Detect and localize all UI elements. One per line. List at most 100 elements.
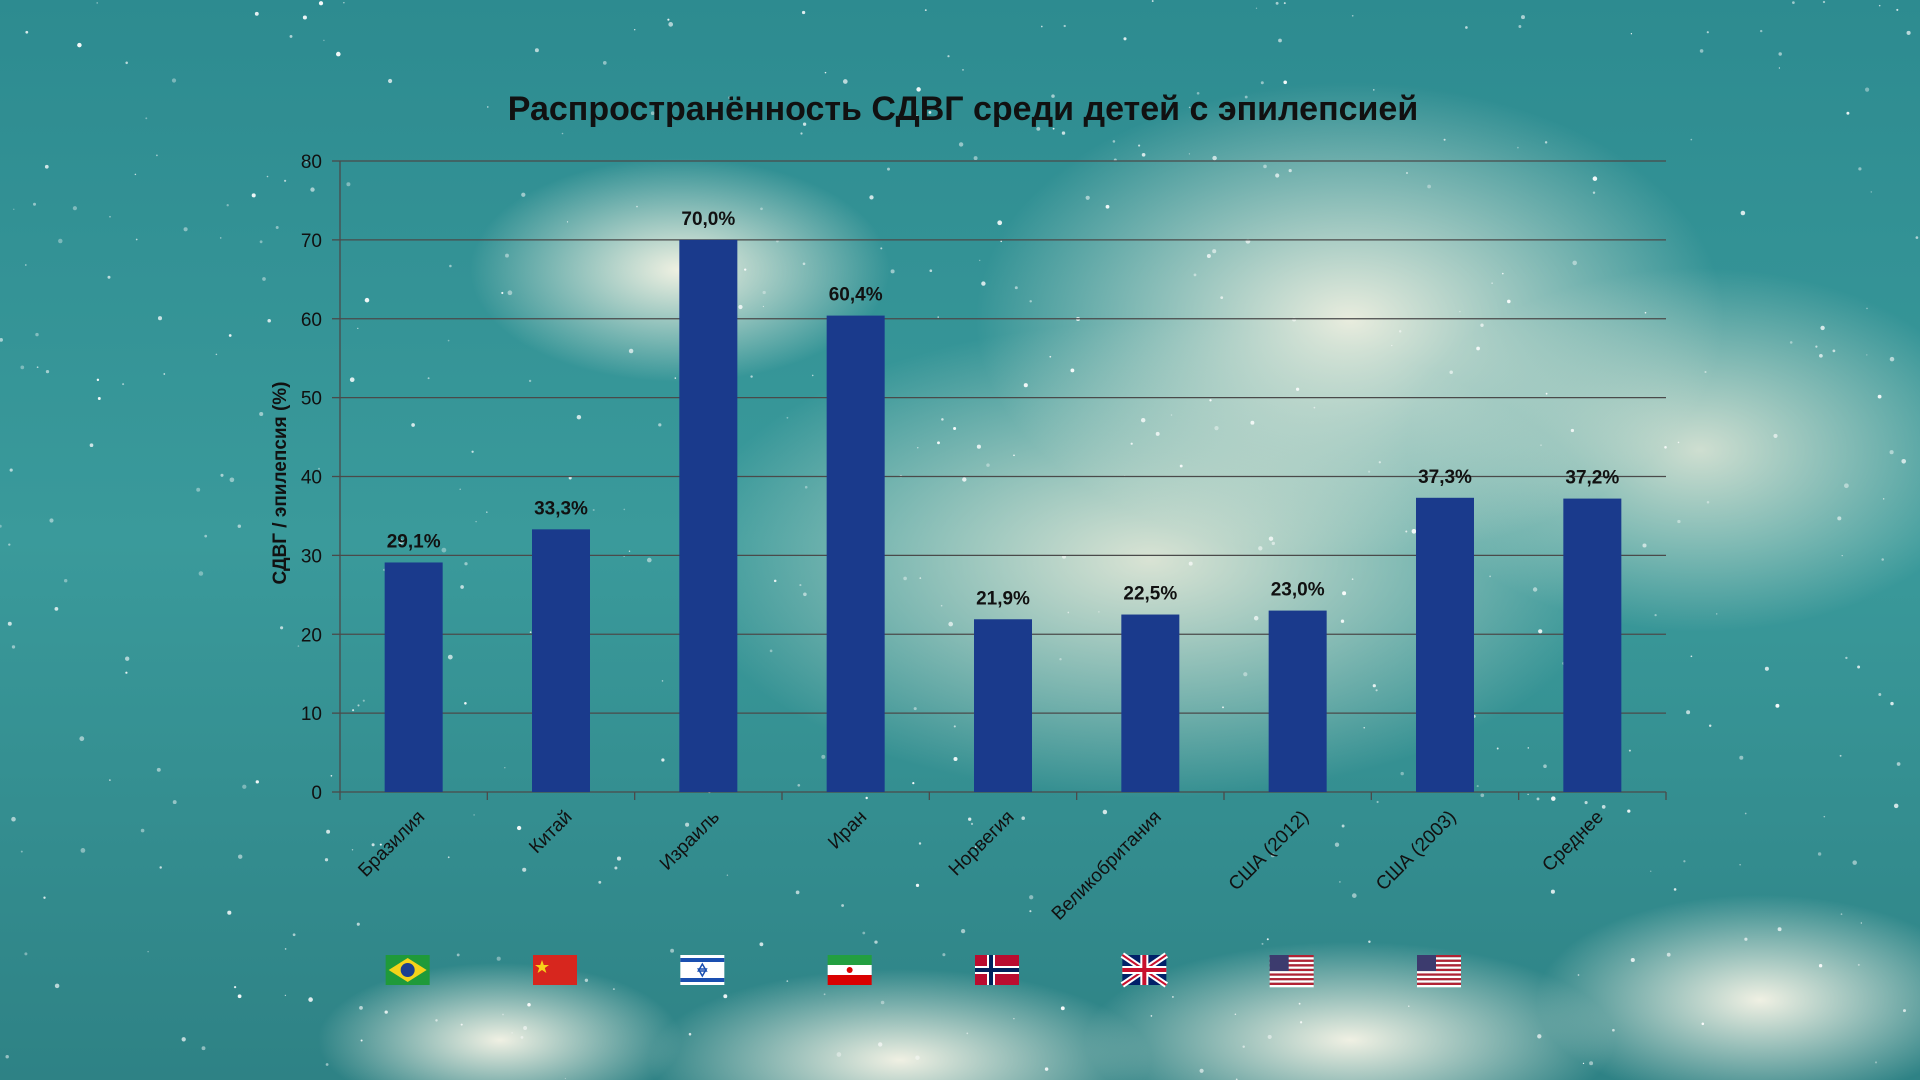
star-speck: [527, 1002, 531, 1007]
star-speck: [1029, 300, 1032, 303]
bar: [532, 529, 590, 792]
y-tick-label: 0: [311, 783, 322, 804]
star-speck: [226, 204, 229, 207]
star-speck: [267, 319, 271, 323]
star-speck: [1212, 155, 1217, 161]
star-speck: [1171, 995, 1174, 998]
star-speck: [156, 154, 158, 157]
star-speck: [623, 508, 626, 511]
star-speck: [1612, 1028, 1615, 1032]
star-speck: [738, 304, 743, 310]
star-speck: [1764, 666, 1769, 671]
star-speck: [275, 226, 279, 229]
star-speck: [219, 237, 222, 239]
star-speck: [1283, 2, 1286, 5]
star-speck: [865, 796, 868, 800]
star-speck: [1628, 749, 1631, 752]
star-speck: [157, 316, 163, 321]
usa-flag-icon: [1417, 955, 1461, 988]
star-speck: [797, 783, 801, 787]
star-speck: [1580, 839, 1583, 841]
star-speck: [297, 645, 300, 647]
star-speck: [1744, 812, 1747, 815]
star-speck: [1220, 296, 1224, 300]
star-speck: [1820, 325, 1825, 331]
star-speck: [1112, 140, 1116, 143]
star-speck: [310, 187, 315, 192]
star-speck: [1375, 689, 1378, 692]
star-speck: [1896, 8, 1899, 11]
star-speck: [427, 377, 430, 380]
star-speck: [1340, 619, 1345, 623]
star-speck: [667, 18, 670, 21]
star-speck: [1231, 115, 1234, 117]
star-speck: [1819, 353, 1823, 358]
data-label: 60,4%: [829, 285, 883, 306]
star-speck: [614, 866, 618, 870]
bars: [384, 239, 1622, 792]
star-speck: [227, 910, 232, 915]
star-speck: [359, 1006, 363, 1010]
star-speck: [915, 1055, 920, 1060]
star-speck: [584, 978, 589, 982]
star-speck: [528, 379, 532, 383]
star-speck: [824, 71, 827, 74]
star-speck: [1155, 431, 1160, 436]
star-speck: [456, 953, 460, 957]
star-speck: [1029, 910, 1032, 913]
star-speck: [229, 477, 235, 483]
star-speck: [1295, 387, 1300, 391]
star-speck: [1584, 801, 1588, 805]
star-speck: [1465, 26, 1468, 29]
star-speck: [1267, 1034, 1272, 1039]
star-speck: [198, 571, 204, 576]
star-speck: [598, 880, 602, 884]
star-speck: [1839, 754, 1842, 757]
star-speck: [566, 221, 569, 223]
star-speck: [1866, 354, 1868, 356]
star-speck: [1536, 797, 1540, 801]
star-speck: [58, 238, 63, 244]
star-speck: [20, 365, 25, 370]
star-speck: [1577, 974, 1580, 976]
star-speck: [668, 22, 674, 27]
star-speck: [1677, 441, 1680, 444]
star-speck: [1268, 536, 1274, 541]
star-speck: [1244, 95, 1248, 99]
star-speck: [646, 557, 652, 563]
star-speck: [976, 444, 981, 449]
star-speck: [688, 1032, 692, 1036]
star-speck: [1683, 860, 1686, 863]
star-speck: [44, 164, 49, 169]
star-speck: [447, 856, 450, 859]
star-speck: [511, 1032, 513, 1034]
star-speck: [1740, 210, 1746, 216]
star-speck: [516, 825, 522, 831]
star-speck: [305, 160, 308, 163]
star-speck: [1870, 191, 1873, 193]
star-speck: [1572, 260, 1577, 266]
star-speck: [1059, 657, 1062, 661]
star-speck: [1351, 893, 1357, 898]
star-speck: [1398, 330, 1402, 333]
star-speck: [1858, 167, 1862, 171]
bar: [826, 315, 885, 792]
star-speck: [1351, 578, 1354, 580]
bar: [384, 562, 443, 792]
star-speck: [1846, 111, 1850, 115]
star-speck: [1013, 1017, 1015, 1020]
star-speck: [1889, 356, 1895, 362]
star-speck: [1188, 153, 1191, 155]
star-speck: [1085, 195, 1090, 200]
star-speck: [326, 829, 331, 834]
star-speck: [1258, 546, 1263, 551]
star-speck: [1275, 1, 1279, 5]
star-speck: [821, 754, 826, 759]
star-speck: [1406, 172, 1408, 174]
star-speck: [915, 883, 920, 888]
bar: [1268, 610, 1327, 792]
y-axis-ticks: 0 10 20 30 40 50 60 70 80: [301, 152, 322, 804]
star-speck: [1376, 800, 1379, 804]
star-speck: [1551, 796, 1556, 801]
star-speck: [924, 9, 927, 12]
